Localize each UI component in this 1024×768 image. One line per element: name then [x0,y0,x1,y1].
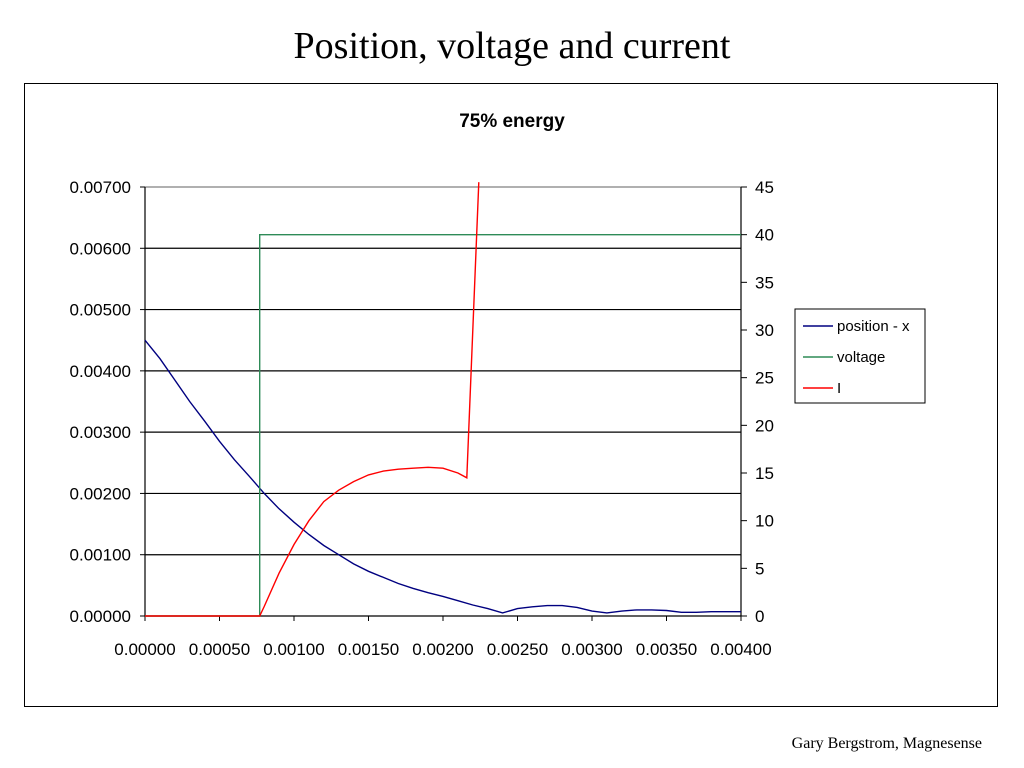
y2-tick-label: 15 [755,464,774,483]
legend-label-position-x: position - x [837,318,910,335]
series-layer [144,182,741,617]
y2-tick-label: 35 [755,273,774,292]
y2-tick-label: 45 [755,178,774,197]
legend-label-voltage: voltage [837,349,885,366]
x-tick-label: 0.00100 [263,640,324,659]
chart-title: 75% energy [459,111,565,132]
x-tick-label: 0.00250 [487,640,548,659]
series-line-position-x [144,339,741,614]
y2-tick-label: 10 [755,512,774,531]
chart-svg: 75% energy 0.000000.001000.002000.003000… [70,111,926,659]
series-line-voltage [145,233,741,617]
x-tick-label: 0.00400 [710,640,771,659]
x-tick-label: 0.00200 [412,640,473,659]
y-tick-label: 0.00200 [70,484,131,503]
slide-title: Position, voltage and current [293,25,731,67]
y-tick-label: 0.00300 [70,423,131,442]
axes: 0.00000 0.00100 0.00200 0.00300 0.00400 0.005… [70,178,774,659]
y-tick-label: 0.00600 [70,239,131,258]
x-tick-label: 0.00050 [189,640,250,659]
y-tick-label: 0.00700 [70,178,131,197]
y2-tick-label: 30 [755,321,774,340]
y2-tick-label: 20 [755,416,774,435]
x-tick-label: 0.00150 [338,640,399,659]
legend: position - x voltage I [794,308,926,404]
y-tick-label: 0.00000 [70,607,131,626]
x-tick-label: 0.00350 [636,640,697,659]
legend-label-i: I [837,380,841,397]
footer-credit: Gary Bergstrom, Magnesense [791,735,982,752]
series-line-i [145,182,480,617]
y2-tick-label: 25 [755,369,774,388]
gridlines [145,186,741,556]
y2-tick-label: 0 [755,607,764,626]
y-tick-label: 0.00400 [70,362,131,381]
x-tick-label: 0.00300 [561,640,622,659]
chart-frame: 75% energy 0.00000 0.00100 0.00200 0.00300 0… [24,83,998,707]
y-tick-label: 0.00100 [70,546,131,565]
y2-tick-label: 5 [755,559,764,578]
y-tick-label: 0.00500 [70,301,131,320]
x-tick-label: 0.00000 [114,640,175,659]
y2-tick-label: 40 [755,226,774,245]
